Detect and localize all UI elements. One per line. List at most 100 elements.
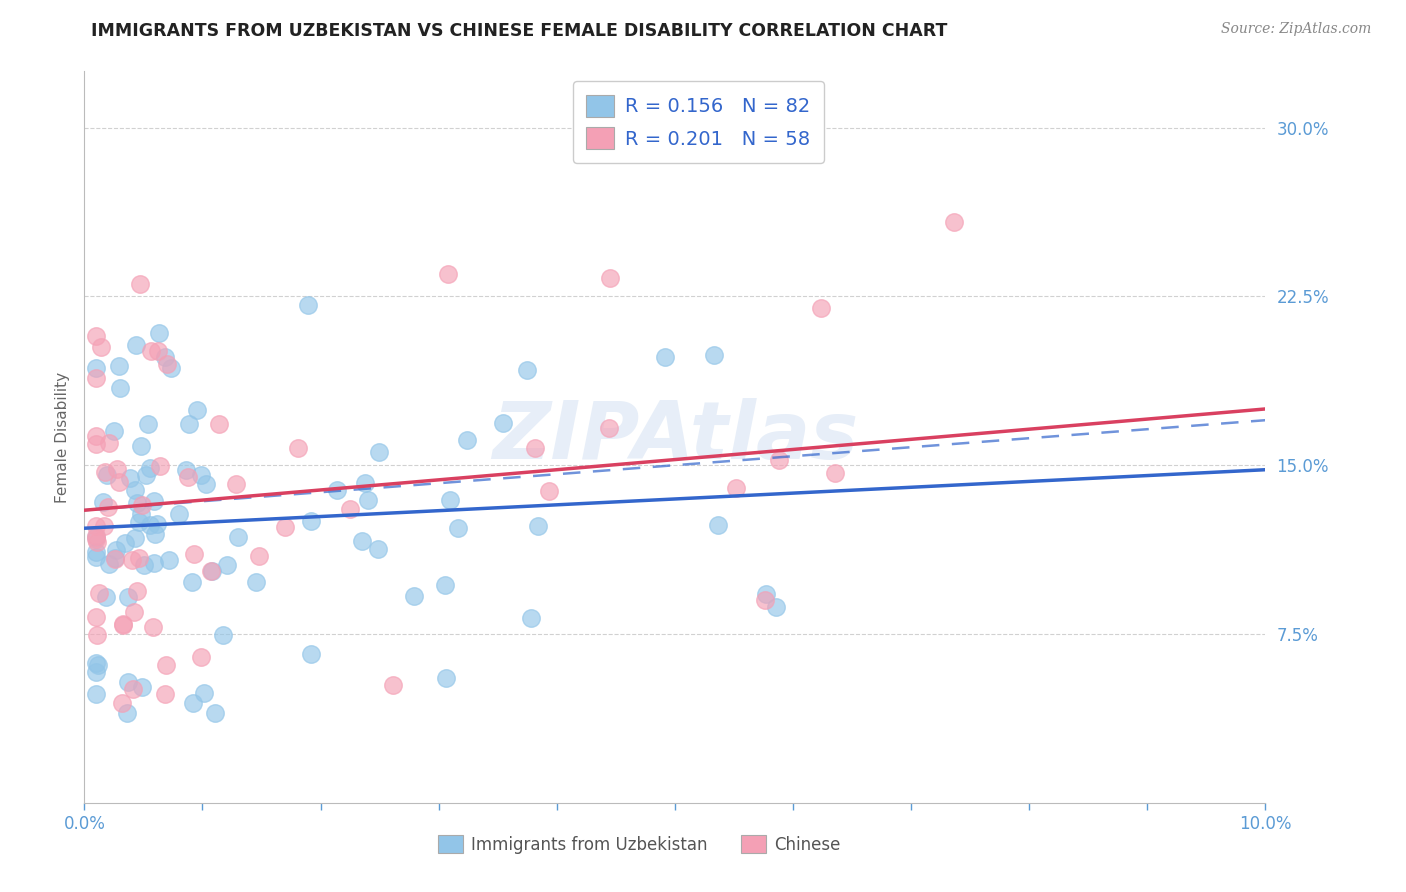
Point — [181, 696, 204, 710]
Point — [143, 494, 166, 508]
Point — [139, 461, 162, 475]
Point — [350, 534, 373, 549]
Point — [654, 351, 676, 365]
Point — [87, 657, 110, 672]
Point — [111, 696, 134, 710]
Point — [94, 465, 117, 479]
Point — [146, 343, 169, 358]
Point — [190, 468, 212, 483]
Point — [146, 517, 169, 532]
Point — [136, 417, 159, 431]
Point — [124, 483, 146, 497]
Point — [114, 536, 136, 550]
Point — [84, 530, 107, 544]
Point — [301, 648, 323, 662]
Point — [111, 617, 134, 632]
Point — [177, 470, 200, 484]
Point — [97, 500, 120, 514]
Point — [89, 586, 111, 600]
Point — [124, 531, 146, 545]
Point — [433, 578, 456, 592]
Point — [98, 436, 121, 450]
Point — [84, 428, 107, 442]
Point — [183, 547, 205, 561]
Point — [135, 467, 157, 482]
Point — [703, 348, 725, 362]
Point — [208, 417, 231, 432]
Point — [132, 558, 155, 572]
Point — [765, 599, 787, 614]
Legend: Immigrants from Uzbekistan, Chinese: Immigrants from Uzbekistan, Chinese — [432, 829, 848, 860]
Point — [84, 437, 107, 451]
Point — [117, 675, 139, 690]
Point — [190, 649, 212, 664]
Point — [84, 519, 107, 533]
Point — [186, 403, 208, 417]
Point — [810, 301, 832, 315]
Text: ZIPAtlas: ZIPAtlas — [492, 398, 858, 476]
Point — [128, 516, 150, 530]
Point — [84, 665, 107, 679]
Point — [174, 462, 197, 476]
Point — [117, 591, 139, 605]
Text: Source: ZipAtlas.com: Source: ZipAtlas.com — [1220, 22, 1371, 37]
Point — [599, 271, 621, 285]
Point — [516, 363, 538, 377]
Point — [381, 677, 404, 691]
Point — [520, 610, 543, 624]
Point — [112, 618, 135, 632]
Point — [194, 476, 217, 491]
Point — [121, 682, 143, 697]
Point — [98, 557, 121, 571]
Point — [434, 672, 457, 686]
Point — [353, 475, 375, 490]
Point — [768, 453, 790, 467]
Point — [299, 514, 322, 528]
Point — [193, 686, 215, 700]
Point — [537, 484, 560, 499]
Point — [339, 502, 361, 516]
Point — [84, 360, 107, 375]
Y-axis label: Female Disability: Female Disability — [55, 371, 70, 503]
Point — [148, 326, 170, 340]
Point — [326, 483, 349, 497]
Point — [436, 268, 458, 282]
Point — [274, 520, 297, 534]
Point — [527, 519, 550, 533]
Point — [297, 298, 319, 312]
Point — [105, 462, 128, 476]
Point — [707, 518, 730, 533]
Point — [157, 553, 180, 567]
Point — [287, 441, 309, 455]
Point — [91, 495, 114, 509]
Point — [155, 357, 177, 371]
Point — [447, 521, 470, 535]
Point — [143, 526, 166, 541]
Point — [225, 477, 247, 491]
Point — [169, 507, 191, 521]
Point — [86, 535, 108, 549]
Point — [131, 439, 153, 453]
Point — [131, 680, 153, 694]
Point — [755, 587, 778, 601]
Point — [104, 551, 127, 566]
Point — [226, 530, 249, 544]
Point — [141, 620, 163, 634]
Text: IMMIGRANTS FROM UZBEKISTAN VS CHINESE FEMALE DISABILITY CORRELATION CHART: IMMIGRANTS FROM UZBEKISTAN VS CHINESE FE… — [91, 22, 948, 40]
Point — [93, 519, 115, 533]
Point — [492, 416, 515, 430]
Point — [108, 359, 131, 373]
Point — [139, 518, 162, 533]
Point — [204, 706, 226, 720]
Point — [90, 340, 112, 354]
Point — [125, 496, 148, 510]
Point — [200, 565, 222, 579]
Point — [84, 610, 107, 624]
Point — [84, 549, 107, 564]
Point — [125, 584, 148, 599]
Point — [217, 558, 239, 573]
Point — [118, 471, 141, 485]
Point — [368, 444, 391, 458]
Point — [84, 529, 107, 543]
Point — [724, 481, 747, 495]
